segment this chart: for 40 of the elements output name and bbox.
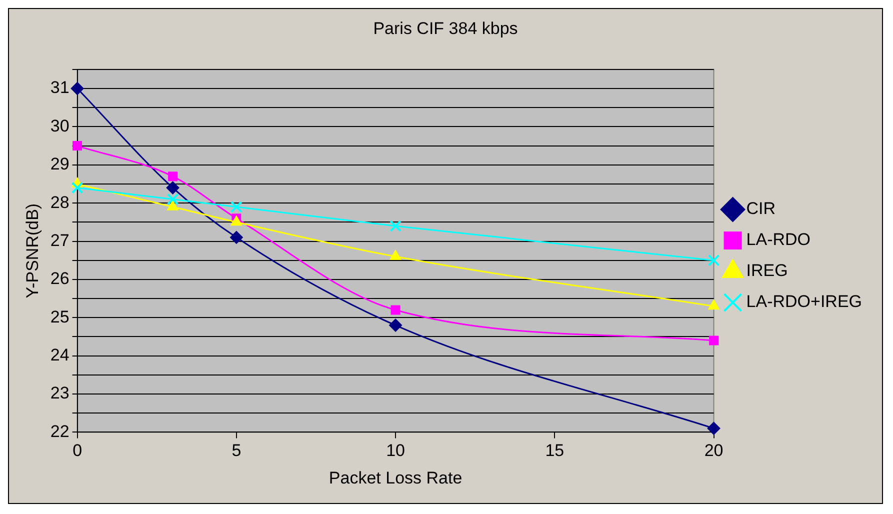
point xyxy=(230,230,243,244)
x-tick-label: 15 xyxy=(545,441,564,460)
point xyxy=(166,181,180,194)
x-axis-title: Packet Loss Rate xyxy=(328,468,462,488)
point xyxy=(230,216,242,226)
legend-label: LA-RDO xyxy=(746,230,811,250)
y-tick-label: 31 xyxy=(50,78,70,98)
point xyxy=(708,254,720,266)
chart-title: Paris CIF 384 kbps xyxy=(373,18,518,38)
point xyxy=(390,305,400,315)
y-tick-label: 23 xyxy=(50,384,70,403)
x-tick-label: 10 xyxy=(386,441,406,460)
x-tick-label: 5 xyxy=(232,441,242,460)
point xyxy=(70,82,84,95)
x-tick-label: 0 xyxy=(72,441,82,460)
y-tick-label: 28 xyxy=(50,192,70,212)
point xyxy=(71,182,84,194)
y-tick-label: 29 xyxy=(50,154,70,174)
legend-label: IREG xyxy=(746,261,788,280)
y-tick-label: 30 xyxy=(50,116,70,136)
point xyxy=(390,220,402,232)
legend-label: LA-RDO+IREG xyxy=(746,292,862,312)
point xyxy=(390,250,402,260)
y-tick-label: 26 xyxy=(50,269,70,288)
y-tick-label: 22 xyxy=(50,422,70,441)
point xyxy=(167,200,178,210)
legend-label: CIR xyxy=(746,199,776,218)
point xyxy=(72,141,82,151)
y-axis-title: Y-PSNR(dB) xyxy=(22,203,42,298)
point xyxy=(230,200,242,213)
y-tick-label: 27 xyxy=(50,230,70,250)
point xyxy=(707,422,720,435)
x-tick-label: 20 xyxy=(704,441,724,460)
point xyxy=(708,300,720,310)
y-tick-label: 24 xyxy=(50,346,70,365)
point xyxy=(168,172,178,182)
y-tick-label: 25 xyxy=(50,307,70,326)
point xyxy=(166,193,179,206)
point xyxy=(709,336,719,346)
point xyxy=(389,318,402,332)
